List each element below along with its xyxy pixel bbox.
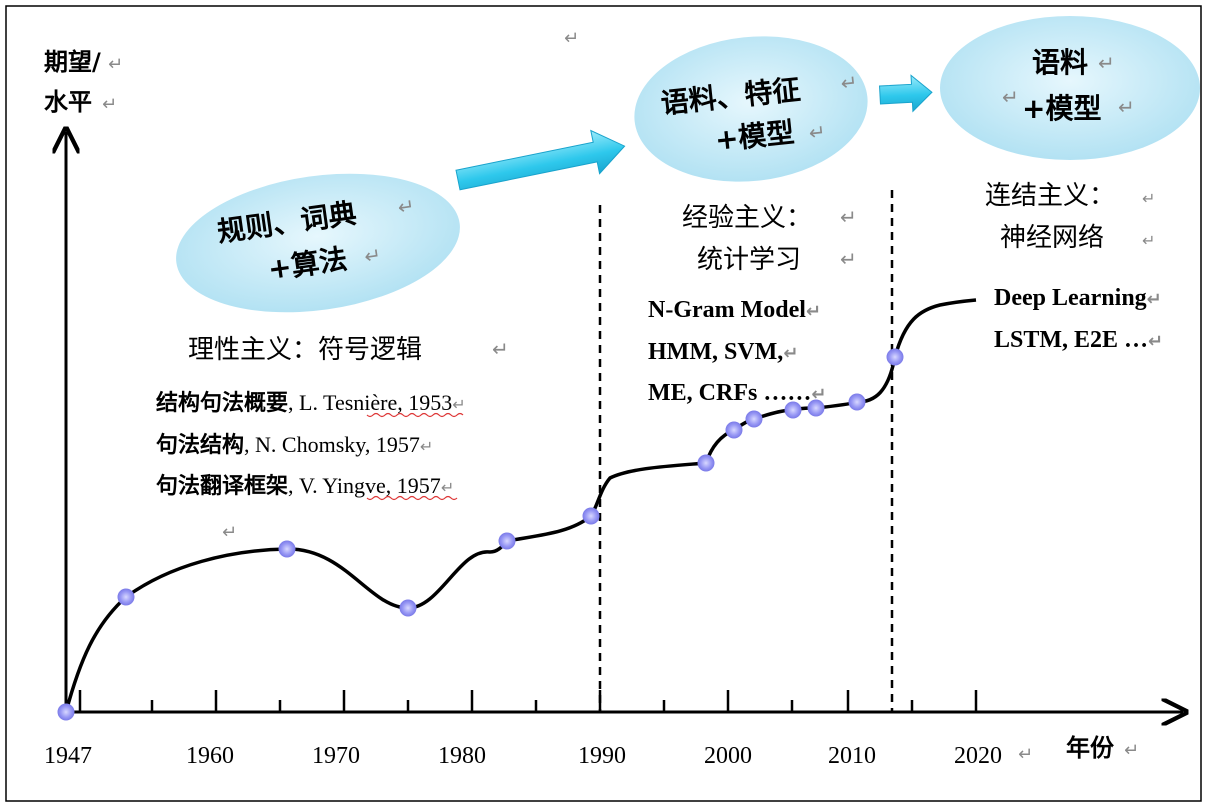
x-tick-label: 1970 — [312, 743, 360, 769]
return-mark: ↵ — [840, 70, 859, 96]
return-mark: ↵ — [441, 478, 454, 497]
milestone-point — [498, 532, 516, 550]
milestone-point — [697, 454, 715, 472]
x-axis-ticks — [78, 690, 978, 712]
era-connectionism-heading-line2: 神经网络 — [1000, 223, 1104, 253]
return-mark: ↵ — [1142, 189, 1155, 208]
return-mark: ↵ — [811, 384, 826, 405]
reference-title-cn: 句法翻译框架 — [156, 473, 288, 499]
milestone-point — [57, 703, 75, 721]
return-mark: ↵ — [420, 437, 433, 456]
return-mark: ↵ — [840, 205, 857, 229]
milestone-point — [399, 599, 417, 617]
return-mark: ↵ — [108, 54, 123, 75]
y-axis-label-line1: 期望/ — [44, 48, 101, 76]
x-tick-label: 1947 — [44, 743, 92, 769]
return-mark: ↵ — [783, 343, 798, 364]
era-empiricism-heading-line2: 统计学习 — [697, 245, 801, 275]
return-mark: ↵ — [1147, 289, 1162, 310]
method-label: Deep Learning — [994, 285, 1147, 311]
method-label: N-Gram Model — [648, 297, 806, 323]
reference-3: 句法翻译框架, V. Yingve, 1957↵ — [156, 473, 454, 499]
arrow-shape — [455, 129, 626, 191]
milestone-points — [57, 348, 904, 721]
reference-rest: , L. Tesnière, 1953 — [288, 390, 452, 415]
x-tick-labels: 1947 1960 1970 1980 1990 2000 2010 2020 — [44, 743, 1002, 769]
bubble-corpus-model: 语料 ↵ ↵ +模型 ↵ — [940, 16, 1200, 160]
milestone-point — [117, 588, 135, 606]
milestone-point — [807, 399, 825, 417]
method-label: HMM, SVM, — [648, 339, 783, 365]
method-ngram: N-Gram Model↵ — [648, 297, 821, 323]
method-hmm-svm: HMM, SVM,↵ — [648, 339, 798, 365]
milestone-point — [886, 348, 904, 366]
method-deep-learning: Deep Learning↵ — [994, 285, 1162, 311]
milestone-point — [784, 401, 802, 419]
return-mark: ↵ — [1118, 95, 1135, 119]
x-tick-label: 1960 — [186, 743, 234, 769]
era-connectionism-heading-line1: 连结主义： — [985, 181, 1115, 211]
method-lstm-e2e: LSTM, E2E …↵ — [994, 327, 1163, 353]
bubble-corpus-model-line2: +模型 — [1022, 92, 1101, 125]
bubble-shape — [176, 173, 460, 313]
method-me-crfs: ME, CRFs ……↵ — [648, 380, 826, 406]
bubble-shape — [940, 16, 1200, 160]
return-mark: ↵ — [1018, 744, 1033, 765]
x-tick-label: 2000 — [704, 743, 752, 769]
return-mark: ↵ — [1124, 740, 1139, 761]
x-axis-label: 年份 — [1066, 734, 1115, 762]
milestone-point — [745, 410, 763, 428]
transition-arrow-1 — [455, 129, 626, 191]
bubble-shape — [634, 36, 868, 182]
bubble-rules: 规则、词典 ↵ +算法 ↵ — [176, 173, 460, 313]
reference-title-cn: 结构句法概要 — [156, 390, 288, 416]
bubble-corpus-model-line1: 语料 — [1032, 46, 1088, 79]
return-mark: ↵ — [806, 301, 821, 322]
milestone-point — [278, 540, 296, 558]
y-axis-label-line2: 水平 — [44, 88, 92, 116]
milestone-point — [725, 421, 743, 439]
return-mark: ↵ — [363, 242, 383, 268]
return-mark: ↵ — [564, 28, 579, 49]
x-tick-label: 2010 — [828, 743, 876, 769]
method-label: ME, CRFs …… — [648, 380, 811, 406]
return-mark: ↵ — [1142, 231, 1155, 250]
era-empiricism-heading-line1: 经验主义： — [682, 203, 812, 233]
method-label: LSTM, E2E … — [994, 327, 1148, 353]
reference-rest: , N. Chomsky, 1957 — [244, 432, 420, 457]
return-mark: ↵ — [1098, 51, 1115, 75]
spellcheck-underline — [366, 412, 464, 418]
return-mark: ↵ — [492, 337, 509, 361]
return-mark: ↵ — [222, 522, 237, 543]
return-mark: ↵ — [452, 395, 465, 414]
reference-title-cn: 句法结构 — [156, 432, 244, 458]
return-mark: ↵ — [840, 247, 857, 271]
return-mark: ↵ — [1002, 85, 1019, 109]
return-mark: ↵ — [102, 94, 117, 115]
era-rationalism-heading: 理性主义：符号逻辑 — [188, 335, 422, 365]
x-tick-label: 2020 — [954, 743, 1002, 769]
spellcheck-underline — [366, 495, 458, 501]
return-mark: ↵ — [808, 119, 827, 145]
return-mark: ↵ — [396, 193, 416, 219]
bubble-corpus-features: 语料、特征 ↵ +模型 ↵ — [634, 36, 868, 182]
reference-1: 结构句法概要, L. Tesnière, 1953↵ — [156, 390, 466, 416]
return-mark: ↵ — [1148, 331, 1163, 352]
x-tick-label: 1980 — [438, 743, 486, 769]
milestone-point — [848, 393, 866, 411]
arrow-shape — [879, 74, 933, 113]
reference-rest: , V. Yingve, 1957 — [288, 473, 441, 498]
transition-arrow-2 — [879, 74, 933, 113]
x-tick-label: 1990 — [578, 743, 626, 769]
reference-2: 句法结构, N. Chomsky, 1957↵ — [156, 432, 433, 458]
milestone-point — [582, 507, 600, 525]
